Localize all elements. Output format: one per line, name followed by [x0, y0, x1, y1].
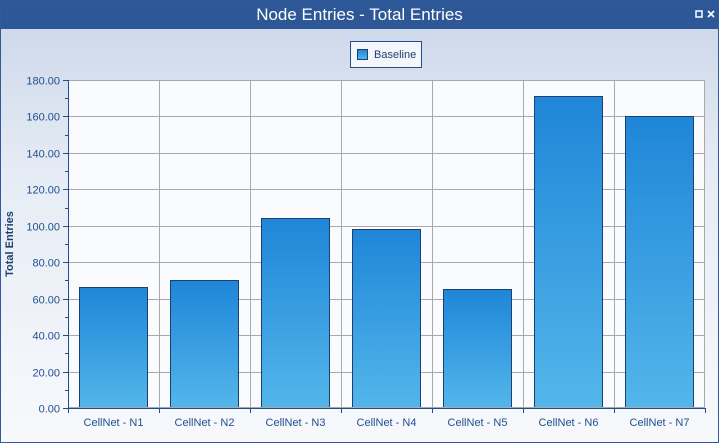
close-icon[interactable] — [706, 9, 716, 19]
x-tick-label: CellNet - N5 — [448, 417, 508, 429]
y-tick-label: 120.00 — [26, 185, 60, 197]
bar-cellnet-n7[interactable] — [625, 116, 694, 409]
bar-chart: 0.00 20.00 40.00 60.00 80.00 100.00 120.00 140.… — [4, 76, 706, 429]
y-tick-label: 160.00 — [26, 112, 60, 124]
legend-label-baseline: Baseline — [374, 48, 417, 61]
y-tick-label: 20.00 — [32, 368, 60, 380]
y-tick-label: 140.00 — [26, 149, 60, 161]
x-tick-label: CellNet - N3 — [266, 417, 326, 429]
y-tick-label: 40.00 — [32, 331, 60, 343]
y-tick-label: 80.00 — [32, 258, 60, 270]
legend: Baseline — [350, 41, 422, 68]
y-tick-label: 180.00 — [26, 76, 60, 88]
restore-icon[interactable] — [694, 9, 704, 19]
y-tick-label: 100.00 — [26, 222, 60, 234]
bar-cellnet-n5[interactable] — [443, 289, 512, 409]
bar-cellnet-n4[interactable] — [352, 229, 421, 409]
bar-cellnet-n1[interactable] — [79, 287, 148, 409]
legend-swatch-baseline — [357, 49, 368, 60]
window-title: Node Entries - Total Entries — [256, 5, 463, 24]
y-axis-title: Total Entries — [4, 211, 16, 277]
title-bar[interactable]: Node Entries - Total Entries — [1, 1, 718, 29]
x-tick-label: CellNet - N6 — [539, 417, 599, 429]
bar-cellnet-n2[interactable] — [170, 280, 239, 409]
y-tick-label: 60.00 — [32, 295, 60, 307]
x-tick-label: CellNet - N4 — [357, 417, 417, 429]
bar-cellnet-n6[interactable] — [534, 96, 603, 409]
y-tick-label: 0.00 — [39, 404, 60, 416]
x-tick-label: CellNet - N2 — [175, 417, 235, 429]
x-tick-label: CellNet - N7 — [630, 417, 690, 429]
x-tick-label: CellNet - N1 — [84, 417, 144, 429]
bar-cellnet-n3[interactable] — [261, 218, 330, 409]
chart-area: Baseline 0.00 20.00 40.00 60.00 80.00 100.00 1… — [1, 29, 718, 442]
